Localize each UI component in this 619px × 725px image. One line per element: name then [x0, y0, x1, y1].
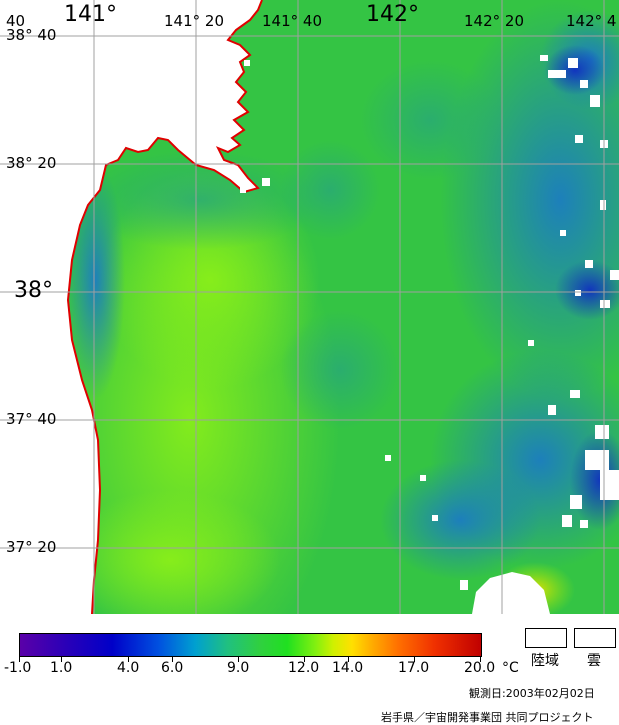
land-legend-swatch: [525, 628, 567, 648]
longitude-label: 142°: [366, 2, 419, 27]
colorbar-tick: [172, 656, 173, 662]
longitude-label: 141°: [64, 2, 117, 27]
colorbar-tick: [128, 656, 129, 662]
observation-date: 観測日:2003年02月02日: [469, 687, 595, 700]
colorbar-tick-label: 4.0: [117, 660, 140, 676]
cool-water-region: [380, 460, 540, 580]
colorbar-tick: [348, 656, 349, 662]
colorbar-tick: [414, 656, 415, 662]
latitude-label: 38° 20: [6, 154, 57, 172]
cool-water-region: [280, 140, 380, 240]
longitude-label: 142° 20: [464, 12, 524, 30]
latitude-label: 38°: [14, 278, 53, 303]
colorbar-tick-label: 9.0: [227, 660, 250, 676]
cloud-legend-label: 雲: [587, 653, 601, 669]
colorbar-tick-label: 20.0: [464, 660, 496, 676]
cool-water-region: [545, 45, 605, 95]
colorbar-tick-label: 6.0: [161, 660, 184, 676]
colorbar-tick-label: 14.0: [332, 660, 364, 676]
colorbar-tick-label: 1.0: [50, 660, 73, 676]
latitude-label: 38° 40: [6, 26, 57, 44]
land-legend-label: 陸域: [531, 653, 559, 669]
longitude-label: 141° 20: [164, 12, 224, 30]
cool-water-region: [80, 150, 320, 250]
colorbar-tick: [19, 656, 20, 662]
project-credit: 岩手県／宇宙開発事業団 共同プロジェクト: [381, 711, 594, 724]
colorbar-tick: [238, 656, 239, 662]
cloud-legend-swatch: [574, 628, 616, 648]
colorbar-tick-label: 12.0: [288, 660, 320, 676]
cool-water-region: [280, 310, 400, 430]
colorbar-tick-label: 17.0: [398, 660, 430, 676]
colorbar-tick: [61, 656, 62, 662]
coastline: [66, 0, 263, 614]
colorbar-unit: °C: [502, 660, 519, 676]
colorbar-tick-label: -1.0: [4, 660, 32, 676]
sst-map: 40 141° 141° 20 141° 40 142° 142° 20 142…: [0, 0, 619, 614]
longitude-label: 142° 4: [566, 12, 617, 30]
latitude-label: 37° 20: [6, 538, 57, 556]
sst-map-svg: [0, 0, 619, 614]
colorbar-tick: [480, 656, 481, 662]
colorbar-tick: [304, 656, 305, 662]
graticule: [0, 0, 619, 614]
latitude-label: 37° 40: [6, 410, 57, 428]
cool-water-region: [360, 60, 500, 180]
warm-water-region: [60, 490, 280, 614]
corner-label: 40: [6, 12, 26, 30]
longitude-label: 141° 40: [262, 12, 322, 30]
temperature-colorbar: [19, 633, 482, 657]
